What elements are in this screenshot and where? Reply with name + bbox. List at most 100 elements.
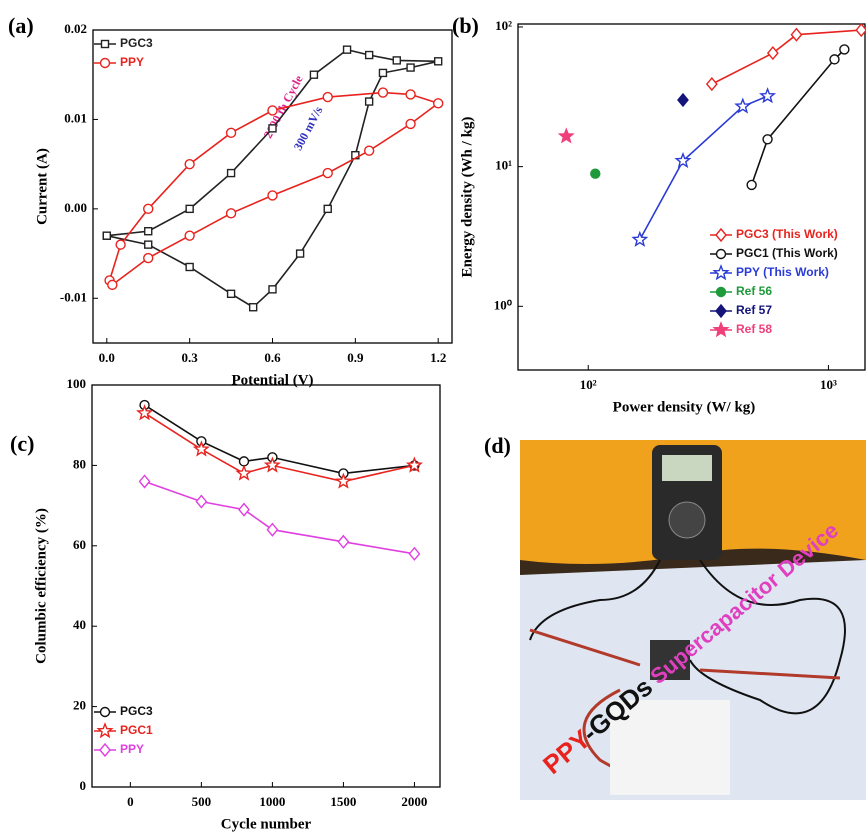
data-point — [248, 303, 258, 312]
data-point — [322, 167, 333, 179]
legend-label: PGC3 (This Work) — [736, 227, 838, 241]
wires — [529, 559, 846, 715]
x-axis-label: Cycle number — [221, 816, 312, 832]
data-point — [433, 57, 443, 66]
data-point — [405, 89, 416, 100]
x-tick-label: 1.2 — [430, 350, 446, 365]
plot-frame — [517, 23, 866, 371]
series-line — [711, 29, 862, 85]
legend-marker — [715, 286, 727, 298]
data-point — [334, 472, 352, 489]
annotation: 300 mV/s — [291, 104, 326, 153]
data-point — [762, 134, 773, 145]
y-tick-label: 20 — [73, 698, 86, 713]
legend-marker — [715, 303, 727, 319]
data-point — [677, 92, 689, 108]
legend-label: PPY (This Work) — [736, 265, 829, 279]
y-tick-label: 80 — [73, 456, 86, 471]
data-point — [102, 231, 112, 240]
x-axis-label: Potential (V) — [231, 372, 313, 388]
data-point — [309, 70, 319, 79]
data-point — [143, 203, 154, 215]
y-axis-label: Energy density (Wh / kg) — [459, 117, 475, 278]
data-point — [378, 68, 388, 78]
legend-label: Ref 58 — [736, 322, 772, 336]
data-point — [144, 227, 153, 236]
data-point — [377, 87, 389, 98]
legend-marker — [99, 742, 111, 758]
data-point — [138, 474, 151, 489]
x-tick-label: 0 — [127, 794, 134, 809]
data-point — [225, 127, 237, 139]
x-tick-label: 0.9 — [347, 350, 364, 365]
data-point — [363, 145, 375, 156]
legend-marker — [99, 57, 111, 69]
data-point — [185, 204, 194, 214]
x-tick-label: 0.0 — [99, 350, 115, 365]
series-line — [106, 48, 439, 309]
panel-label: (a) — [8, 13, 34, 38]
data-point — [225, 208, 237, 219]
y-tick-label: 0.00 — [64, 200, 87, 215]
legend-label: PPY — [120, 55, 144, 69]
legend-marker — [712, 264, 730, 281]
y-tick-label: 0 — [80, 778, 87, 793]
device — [650, 640, 690, 680]
legend-marker — [712, 321, 730, 338]
series-line — [750, 48, 845, 186]
data-point — [855, 22, 866, 38]
data-point — [267, 105, 278, 116]
data-point — [235, 464, 253, 481]
y-tick-label: -0.01 — [60, 289, 87, 304]
data-point — [557, 127, 575, 144]
x-tick-label: 1000 — [259, 794, 285, 809]
legend-label: PGC1 (This Work) — [736, 246, 838, 260]
data-point — [226, 289, 236, 299]
legend-marker — [96, 722, 114, 739]
legend-label: PGC3 — [120, 36, 153, 50]
data-point — [734, 97, 752, 114]
data-point — [364, 97, 374, 106]
legend-marker — [99, 706, 111, 718]
photo: PPY-GQDsSupercapacitor Device (d) — [484, 433, 866, 800]
data-point — [674, 151, 692, 169]
panel-label: (b) — [452, 13, 479, 38]
x-tick-label: 10² — [580, 377, 597, 392]
x-tick-label: 0.6 — [264, 350, 281, 365]
data-point — [115, 239, 126, 250]
x-tick-label: 1500 — [330, 794, 356, 809]
legend-label: Ref 57 — [736, 303, 772, 317]
data-point — [295, 249, 305, 258]
data-point — [226, 168, 236, 178]
foam — [610, 700, 730, 795]
data-point — [323, 204, 332, 214]
plot-frame — [91, 384, 441, 788]
data-point — [839, 44, 850, 55]
data-point — [195, 494, 208, 509]
data-point — [432, 98, 444, 109]
y-tick-label: 10¹ — [495, 158, 512, 173]
y-tick-label: 10⁰ — [494, 297, 513, 312]
legend-marker — [715, 248, 727, 260]
data-point — [267, 190, 278, 201]
meter-screen — [662, 455, 712, 481]
data-point — [759, 87, 777, 104]
data-point — [238, 502, 250, 517]
legend-label: Ref 56 — [736, 284, 772, 298]
data-point — [746, 179, 757, 191]
data-point — [184, 158, 195, 170]
series-line — [108, 91, 440, 286]
legend-label: PGC1 — [120, 723, 153, 737]
data-point — [192, 440, 210, 457]
plot-frame — [92, 29, 453, 344]
panel-label: (c) — [10, 431, 34, 456]
data-point — [364, 50, 374, 60]
legend-marker — [100, 39, 110, 49]
x-tick-label: 2000 — [401, 794, 427, 809]
y-tick-label: 60 — [73, 537, 86, 552]
data-point — [405, 118, 416, 130]
data-point — [268, 124, 277, 133]
data-point — [107, 279, 118, 291]
data-point — [184, 230, 195, 241]
